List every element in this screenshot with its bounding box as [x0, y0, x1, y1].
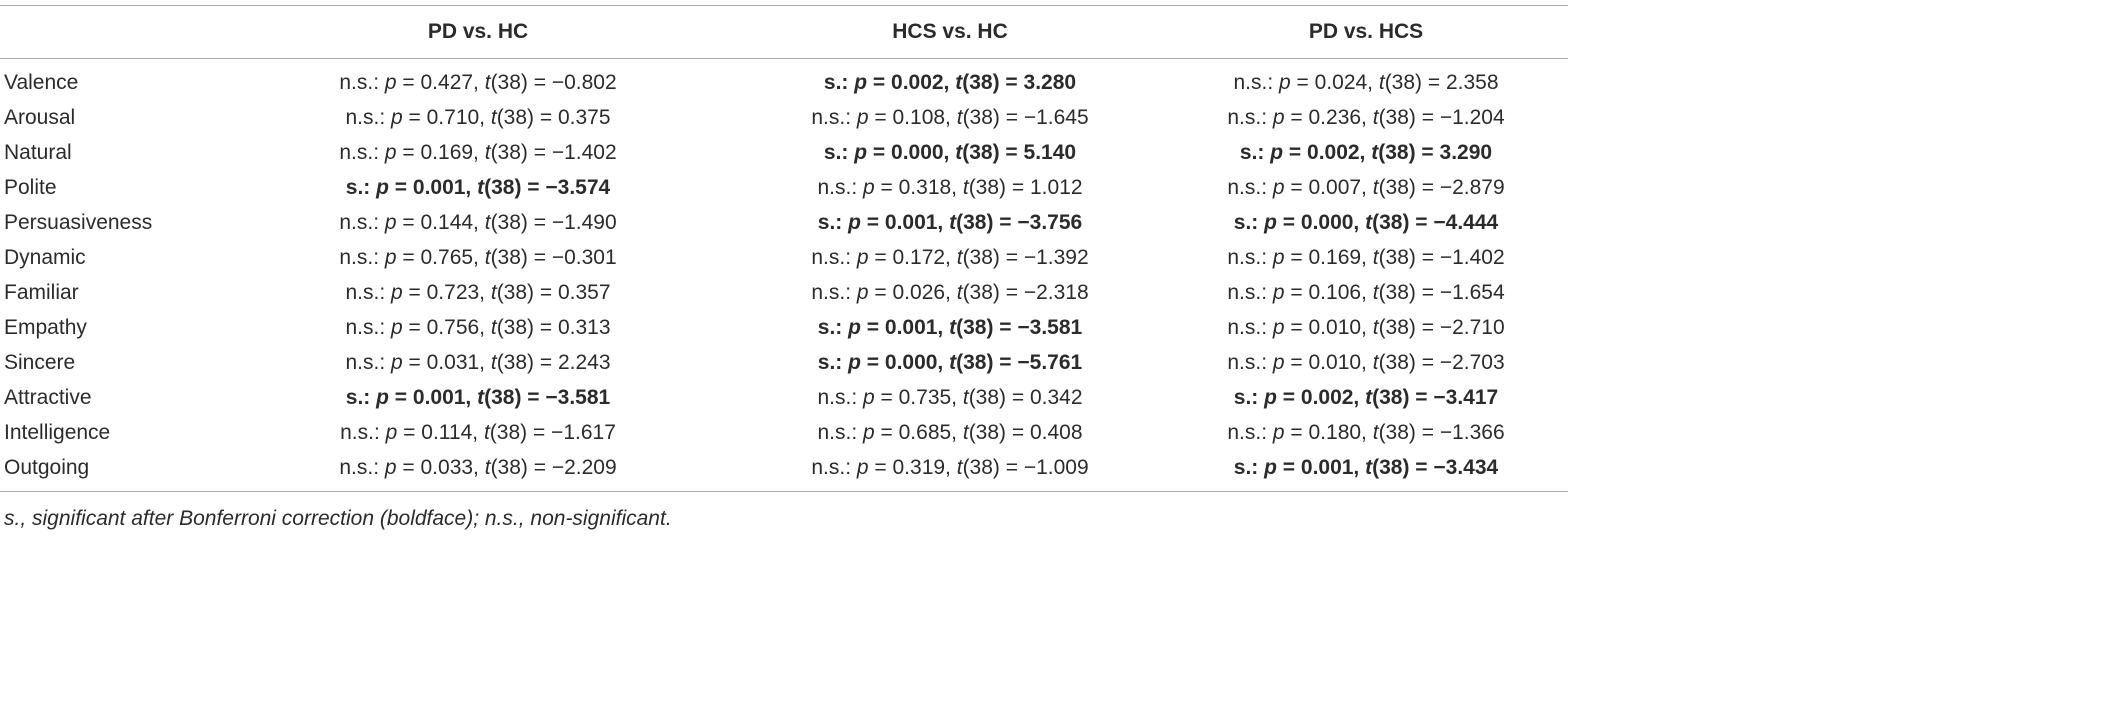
row-label: Valence	[4, 70, 79, 94]
result-cell: s.: p = 0.002, t(38) = 3.290	[1239, 140, 1493, 164]
result-cell: n.s.: p = 0.010, t(38) = −2.703	[1227, 350, 1505, 374]
result-cell: s.: p = 0.000, t(38) = −4.444	[1233, 210, 1499, 234]
result-cell: n.s.: p = 0.033, t(38) = −2.209	[339, 455, 617, 479]
row-label: Polite	[4, 175, 57, 199]
result-cell: n.s.: p = 0.010, t(38) = −2.710	[1227, 315, 1505, 339]
result-cell: s.: p = 0.001, t(38) = −3.434	[1233, 455, 1499, 479]
result-cell: s.: p = 0.001, t(38) = −3.581	[345, 385, 611, 409]
result-cell: n.s.: p = 0.169, t(38) = −1.402	[1227, 245, 1505, 269]
result-cell: n.s.: p = 0.108, t(38) = −1.645	[811, 105, 1089, 129]
result-cell: n.s.: p = 0.756, t(38) = 0.313	[345, 315, 611, 339]
result-cell: n.s.: p = 0.765, t(38) = −0.301	[339, 245, 617, 269]
row-label: Sincere	[4, 350, 76, 374]
table-row: Valence n.s.: p = 0.427, t(38) = −0.802 s.…	[0, 59, 1568, 101]
row-label: Empathy	[4, 315, 87, 339]
column-header: PD vs. HC	[427, 20, 529, 43]
result-cell: n.s.: p = 0.723, t(38) = 0.357	[345, 280, 611, 304]
table-row: Dynamic n.s.: p = 0.765, t(38) = −0.301 n.…	[0, 240, 1568, 275]
result-cell: n.s.: p = 0.144, t(38) = −1.490	[339, 210, 617, 234]
column-header: HCS vs. HC	[892, 20, 1008, 43]
table-row: Outgoing n.s.: p = 0.033, t(38) = −2.209 n…	[0, 450, 1568, 492]
result-cell: s.: p = 0.000, t(38) = −5.761	[817, 350, 1083, 374]
result-cell: n.s.: p = 0.735, t(38) = 0.342	[817, 385, 1083, 409]
table-row: Intelligence n.s.: p = 0.114, t(38) = −1.…	[0, 415, 1568, 450]
result-cell: n.s.: p = 0.236, t(38) = −1.204	[1227, 105, 1505, 129]
result-cell: s.: p = 0.002, t(38) = 3.280	[823, 70, 1077, 94]
table-body: Valence n.s.: p = 0.427, t(38) = −0.802 s.…	[0, 59, 1568, 492]
result-cell: n.s.: p = 0.026, t(38) = −2.318	[811, 280, 1089, 304]
result-cell: n.s.: p = 0.685, t(38) = 0.408	[817, 420, 1083, 444]
table-row: Attractive s.: p = 0.001, t(38) = −3.581 n…	[0, 380, 1568, 415]
result-cell: n.s.: p = 0.180, t(38) = −1.366	[1227, 420, 1505, 444]
result-cell: n.s.: p = 0.172, t(38) = −1.392	[811, 245, 1089, 269]
result-cell: n.s.: p = 0.007, t(38) = −2.879	[1227, 175, 1505, 199]
footnote: s., significant after Bonferroni correct…	[4, 507, 672, 530]
table-row: Familiar n.s.: p = 0.723, t(38) = 0.357 n.…	[0, 275, 1568, 310]
row-label: Intelligence	[4, 420, 111, 444]
table-row: Sincere n.s.: p = 0.031, t(38) = 2.243 s.:…	[0, 345, 1568, 380]
result-cell: n.s.: p = 0.114, t(38) = −1.617	[340, 420, 616, 444]
row-label: Arousal	[4, 105, 76, 129]
result-cell: s.: p = 0.001, t(38) = −3.756	[817, 210, 1083, 234]
table-row: Persuasiveness n.s.: p = 0.144, t(38) = −…	[0, 205, 1568, 240]
table: PD vs. HC HCS vs. HC PD vs. HCS Valence n.s…	[0, 5, 1568, 492]
table-row: Arousal n.s.: p = 0.710, t(38) = 0.375 n.s…	[0, 100, 1568, 135]
result-cell: n.s.: p = 0.024, t(38) = 2.358	[1233, 70, 1499, 94]
result-cell: n.s.: p = 0.169, t(38) = −1.402	[339, 140, 617, 164]
column-header: PD vs. HCS	[1308, 20, 1424, 43]
row-label: Attractive	[4, 385, 92, 409]
header-cell	[0, 6, 220, 59]
result-cell: n.s.: p = 0.318, t(38) = 1.012	[817, 175, 1083, 199]
row-label: Natural	[4, 140, 72, 164]
result-cell: n.s.: p = 0.319, t(38) = −1.009	[811, 455, 1089, 479]
result-cell: n.s.: p = 0.427, t(38) = −0.802	[339, 70, 617, 94]
result-cell: s.: p = 0.002, t(38) = −3.417	[1233, 385, 1499, 409]
table-row: Natural n.s.: p = 0.169, t(38) = −1.402 s.…	[0, 135, 1568, 170]
result-cell: n.s.: p = 0.031, t(38) = 2.243	[345, 350, 611, 374]
row-label: Familiar	[4, 280, 79, 304]
result-cell: n.s.: p = 0.710, t(38) = 0.375	[345, 105, 611, 129]
row-label: Persuasiveness	[4, 210, 153, 234]
result-cell: n.s.: p = 0.106, t(38) = −1.654	[1227, 280, 1505, 304]
result-cell: s.: p = 0.001, t(38) = −3.581	[817, 315, 1083, 339]
row-label: Dynamic	[4, 245, 86, 269]
table-row: Empathy n.s.: p = 0.756, t(38) = 0.313 s.:…	[0, 310, 1568, 345]
table-row: Polite s.: p = 0.001, t(38) = −3.574 n.s.:…	[0, 170, 1568, 205]
table-wrap: PD vs. HC HCS vs. HC PD vs. HCS Valence n.s…	[0, 5, 1568, 492]
table-header: PD vs. HC HCS vs. HC PD vs. HCS	[0, 5, 1568, 59]
result-cell: s.: p = 0.001, t(38) = −3.574	[345, 175, 611, 199]
result-cell: s.: p = 0.000, t(38) = 5.140	[823, 140, 1077, 164]
row-label: Outgoing	[4, 455, 90, 479]
header-row: PD vs. HC HCS vs. HC PD vs. HCS	[0, 5, 1568, 59]
